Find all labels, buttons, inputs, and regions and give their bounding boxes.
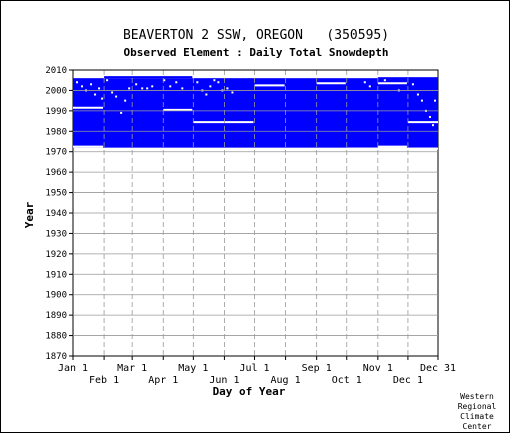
missing-day-8 [111,91,114,94]
y-tick-label-0: 2010 [45,66,67,76]
x-axis-ticks: Jan 1 Mar 1 May 1 Jul 1 Sep 1 Nov 1 Dec 31 Feb … [58,356,456,386]
y-tick-label-12: 1890 [45,311,67,321]
missing-day-0 [76,81,79,84]
x-tick-label-bottom-2: Jun 1 [209,375,239,386]
coverage-block [73,78,438,148]
missing-day-1 [81,85,84,88]
y-tick-label-10: 1910 [45,270,67,280]
credit-line-3: Climate [460,412,494,421]
missing-day-17 [163,79,166,82]
x-axis-label: Day of Year [213,385,286,398]
missing-day-32 [383,79,386,82]
x-tick-label-top-4: Sep 1 [302,363,332,374]
missing-day-23 [205,93,208,96]
y-axis-label: Year [23,201,36,228]
missing-day-9 [115,95,118,98]
missing-day-6 [101,97,104,100]
y-tick-label-2: 1990 [45,107,67,117]
y-tick-label-7: 1940 [45,209,67,219]
coverage-block-early [104,76,193,79]
x-tick-label-top-1: Mar 1 [117,363,147,374]
missing-day-40 [433,99,436,102]
missing-day-12 [128,87,131,90]
wrcc-credit: Western Regional Climate Center [458,392,497,431]
missing-day-31 [368,85,371,88]
missing-day-25 [213,79,216,82]
missing-day-34 [411,83,414,86]
missing-day-14 [141,87,144,90]
data-coverage-layer [73,76,438,148]
x-tick-label-bottom-5: Dec 1 [393,375,423,386]
missing-day-11 [124,99,127,102]
y-tick-label-4: 1970 [45,148,67,158]
gridlines [73,69,438,356]
x-tick-label-bottom-3: Aug 1 [271,375,301,386]
missing-day-4 [94,93,97,96]
chart-title: BEAVERTON 2 SSW, OREGON (350595) [123,28,389,43]
y-tick-label-3: 1980 [45,127,67,137]
y-tick-label-11: 1900 [45,291,67,301]
missing-day-21 [196,81,199,84]
credit-line-4: Center [463,422,492,431]
missing-day-10 [120,111,123,114]
y-axis-ticks: 2010 2000 1990 1980 1970 1960 1950 1940 1930 1920… [45,66,73,362]
y-tick-label-1: 2000 [45,86,67,96]
x-tick-label-top-5: Nov 1 [363,363,393,374]
x-tick-label-top-6: Dec 31 [420,363,456,374]
missing-day-15 [146,87,149,90]
x-tick-label-top-2: May 1 [178,363,208,374]
missing-day-24 [209,85,212,88]
missing-day-5 [98,87,101,90]
y-tick-label-14: 1870 [45,352,67,362]
missing-day-38 [428,115,431,118]
x-tick-label-top-0: Jan 1 [58,363,88,374]
x-tick-label-top-3: Jul 1 [239,363,269,374]
x-tick-label-bottom-0: Feb 1 [89,375,119,386]
missing-day-26 [217,81,220,84]
missing-day-13 [135,83,138,86]
y-tick-label-9: 1920 [45,250,67,260]
chart-subtitle: Observed Element : Daily Total Snowdepth [124,46,389,59]
credit-line-2: Regional [458,402,497,411]
x-tick-label-bottom-1: Apr 1 [148,375,178,386]
missing-day-30 [363,81,366,84]
missing-day-16 [151,85,154,88]
y-tick-label-6: 1950 [45,189,67,199]
credit-line-1: Western [460,392,494,401]
missing-day-39 [431,124,434,127]
missing-day-18 [169,85,172,88]
x-tick-label-bottom-4: Oct 1 [332,375,362,386]
y-tick-label-5: 1960 [45,168,67,178]
missing-data-layer [73,79,438,150]
missing-day-3 [90,83,93,86]
missing-day-35 [416,93,419,96]
missing-day-28 [226,87,229,90]
missing-day-36 [420,99,423,102]
missing-day-19 [175,81,178,84]
y-tick-label-8: 1930 [45,229,67,239]
missing-day-20 [181,87,184,90]
missing-day-7 [106,79,109,82]
y-tick-label-13: 1880 [45,332,67,342]
missing-day-29 [231,91,234,94]
